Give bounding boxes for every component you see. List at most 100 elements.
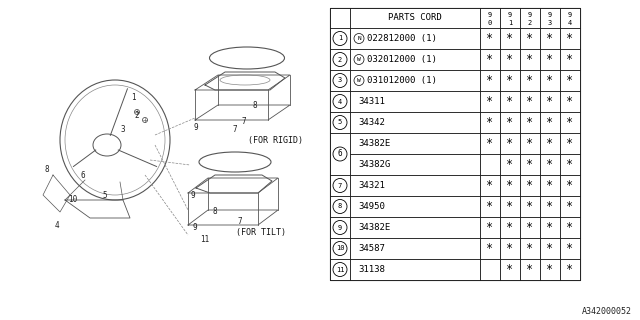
Text: 9: 9 [528, 12, 532, 18]
Text: 8: 8 [212, 207, 218, 217]
Text: *: * [566, 221, 573, 234]
Text: *: * [566, 116, 573, 129]
Text: *: * [547, 242, 554, 255]
Bar [560, 133, 580, 154]
Bar [350, 133, 480, 154]
Text: *: * [566, 95, 573, 108]
Bar [350, 70, 480, 91]
Text: 11: 11 [200, 236, 210, 244]
Bar [480, 259, 500, 280]
Text: *: * [566, 263, 573, 276]
Text: 34382G: 34382G [358, 160, 390, 169]
Text: W: W [357, 57, 361, 62]
Text: 34321: 34321 [358, 181, 385, 190]
Text: *: * [547, 263, 554, 276]
Bar [330, 217, 350, 238]
Bar [520, 196, 540, 217]
Text: *: * [547, 74, 554, 87]
Bar [560, 49, 580, 70]
Text: 10: 10 [336, 245, 344, 252]
Bar [500, 28, 520, 49]
Bar [540, 49, 560, 70]
Bar [350, 217, 480, 238]
Text: *: * [566, 179, 573, 192]
Text: *: * [486, 221, 493, 234]
Text: 031012000 (1): 031012000 (1) [367, 76, 437, 85]
Text: A342000052: A342000052 [582, 308, 632, 316]
Text: 9: 9 [508, 12, 512, 18]
Text: 1: 1 [508, 20, 512, 26]
Bar [520, 175, 540, 196]
Text: *: * [527, 158, 534, 171]
Text: 34587: 34587 [358, 244, 385, 253]
Text: 31138: 31138 [358, 265, 385, 274]
Text: 9: 9 [548, 12, 552, 18]
Text: 7: 7 [338, 182, 342, 188]
Text: *: * [506, 221, 513, 234]
Bar [480, 49, 500, 70]
Bar [350, 91, 480, 112]
Text: *: * [527, 263, 534, 276]
Text: W: W [357, 78, 361, 83]
Bar [330, 8, 580, 280]
Circle shape [143, 117, 147, 123]
Text: 2: 2 [134, 111, 140, 121]
Text: (FOR TILT): (FOR TILT) [236, 228, 286, 236]
Bar [560, 91, 580, 112]
Bar [560, 28, 580, 49]
Text: 3: 3 [548, 20, 552, 26]
Text: 4: 4 [338, 99, 342, 105]
Text: *: * [486, 242, 493, 255]
Text: *: * [486, 200, 493, 213]
Text: 9: 9 [338, 225, 342, 230]
Bar [520, 49, 540, 70]
Text: 9: 9 [191, 190, 195, 199]
Bar [560, 196, 580, 217]
Text: *: * [527, 200, 534, 213]
Text: 7: 7 [242, 117, 246, 126]
Bar [330, 8, 350, 28]
Text: 1: 1 [338, 36, 342, 42]
Text: (FOR RIGID): (FOR RIGID) [248, 135, 303, 145]
Bar [540, 238, 560, 259]
Text: 2: 2 [528, 20, 532, 26]
Circle shape [134, 109, 140, 115]
Text: *: * [486, 32, 493, 45]
Bar [500, 70, 520, 91]
Bar [330, 49, 350, 70]
Text: *: * [527, 53, 534, 66]
Bar [480, 154, 500, 175]
Bar [500, 238, 520, 259]
Text: 5: 5 [102, 190, 108, 199]
Bar [560, 112, 580, 133]
Text: *: * [527, 221, 534, 234]
Bar [330, 70, 350, 91]
Text: 4: 4 [568, 20, 572, 26]
Text: *: * [566, 200, 573, 213]
Bar [540, 175, 560, 196]
Text: 34950: 34950 [358, 202, 385, 211]
Bar [480, 28, 500, 49]
Text: *: * [506, 53, 513, 66]
Text: 9: 9 [488, 12, 492, 18]
Text: *: * [506, 242, 513, 255]
Bar [330, 133, 350, 175]
Text: *: * [566, 74, 573, 87]
Text: *: * [527, 137, 534, 150]
Bar [500, 133, 520, 154]
Text: *: * [547, 200, 554, 213]
Text: *: * [547, 32, 554, 45]
Bar [350, 8, 480, 28]
Bar [540, 91, 560, 112]
Bar [540, 112, 560, 133]
Text: 1: 1 [131, 93, 135, 102]
Bar [480, 70, 500, 91]
Bar [540, 28, 560, 49]
Bar [540, 70, 560, 91]
Text: *: * [527, 95, 534, 108]
Text: 3: 3 [121, 125, 125, 134]
Bar [480, 175, 500, 196]
Bar [350, 238, 480, 259]
Bar [520, 28, 540, 49]
Text: 9: 9 [193, 223, 197, 233]
